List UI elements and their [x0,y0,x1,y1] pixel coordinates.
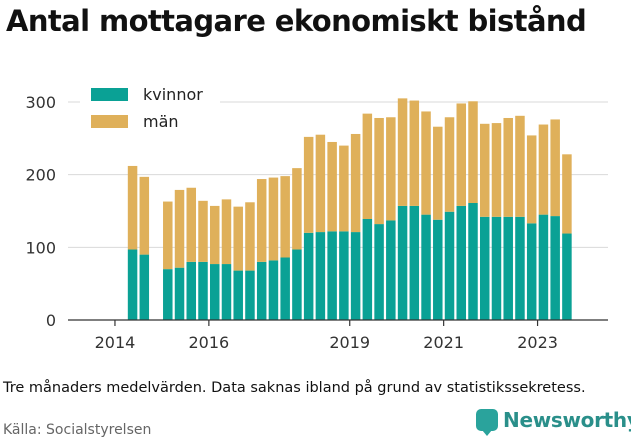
x-tick-label: 2021 [423,333,464,352]
bar-man [526,135,537,224]
bar-man [233,206,243,271]
bar-kvinnor [292,249,302,320]
bar-kvinnor [386,220,396,320]
y-axis: 0 100 200 300 [25,93,56,330]
bar-kvinnor [433,219,443,320]
bar-kvinnor [409,205,420,320]
bar-kvinnor [339,231,349,320]
y-tick-label: 0 [46,311,56,330]
bar-kvinnor [421,214,431,320]
bar-kvinnor [526,223,537,320]
stacked-bar-chart: 2014 2016 2019 2021 2023 0 100 200 300 kvinnor m… [25,80,608,352]
bar-kvinnor [503,216,513,320]
bar-man [538,124,549,215]
bar-man [245,202,255,271]
bar-kvinnor [538,214,549,320]
bar-man [515,115,525,217]
y-tick-label: 200 [25,166,56,185]
x-axis: 2014 2016 2019 2021 2023 [68,319,608,352]
bar-man [409,100,420,206]
bar-man [562,154,572,234]
bar-man [174,189,185,268]
bar-kvinnor [127,249,138,320]
bar-kvinnor [245,270,255,320]
bar-man [491,123,502,217]
bar-man [315,134,326,233]
bar-man [280,176,290,258]
x-tick-label: 2019 [329,333,370,352]
brand-name: Newsworthy [503,408,631,432]
bar-kvinnor [268,260,279,320]
bar-kvinnor [163,269,173,320]
bar-man [127,165,138,250]
bar-kvinnor [479,216,490,320]
bar-kvinnor [468,203,478,320]
bar-man [221,199,232,265]
legend-label: kvinnor [143,85,203,104]
bar-man [386,117,396,221]
bar-kvinnor [362,218,373,320]
legend: kvinnor män [80,80,220,138]
bar-man [186,187,197,262]
bar-kvinnor [256,261,267,320]
bar-kvinnor [397,205,408,320]
bar-kvinnor [374,224,384,320]
bar-man [362,113,373,219]
chart-note: Tre månaders medelvärden. Data saknas ib… [3,380,586,396]
bar-man [339,145,349,232]
bar-kvinnor [139,254,150,320]
bar-man [209,205,220,265]
legend-label: män [143,112,179,131]
bar-man [550,119,560,217]
x-tick-label: 2023 [517,333,558,352]
bar-man [397,98,408,206]
bar-kvinnor [350,232,361,320]
bar-kvinnor [280,257,290,320]
bar-man [256,179,267,262]
bar-kvinnor [327,231,337,320]
bar-kvinnor [315,232,326,320]
bar-man [268,177,279,261]
bar-kvinnor [303,232,314,320]
page-title: Antal mottagare ekonomiskt bistånd [6,4,587,38]
bar-man [503,117,513,217]
legend-swatch [91,88,128,101]
bar-kvinnor [209,264,220,320]
bar-man [163,201,173,270]
legend-swatch [91,115,128,128]
bar-man [433,126,443,220]
bar-man [327,141,337,232]
bar-kvinnor [233,270,243,320]
y-tick-label: 100 [25,238,56,257]
bar-man [292,168,302,250]
bar-kvinnor [186,261,197,320]
bar-series [127,98,572,320]
bar-man [421,111,431,215]
bar-man [456,103,467,206]
bar-kvinnor [491,216,502,320]
bar-man [468,101,478,204]
source-text: Källa: Socialstyrelsen [3,422,152,438]
bar-man [198,200,208,262]
y-tick-label: 300 [25,93,56,112]
bar-kvinnor [562,233,572,320]
bar-kvinnor [444,211,455,320]
bar-man [479,123,490,217]
bar-kvinnor [221,264,232,320]
bar-kvinnor [174,267,185,320]
bar-kvinnor [515,216,525,320]
bar-man [139,176,150,255]
bar-man [350,133,361,233]
speech-bubble-icon [476,409,498,436]
x-tick-label: 2014 [95,333,136,352]
bar-kvinnor [198,261,208,320]
bar-kvinnor [550,216,560,320]
brand-logo[interactable]: Newsworthy [476,408,631,436]
bar-kvinnor [456,205,467,320]
x-tick-label: 2016 [189,333,230,352]
bar-man [444,117,455,212]
bar-man [374,117,384,225]
bar-man [303,136,314,233]
